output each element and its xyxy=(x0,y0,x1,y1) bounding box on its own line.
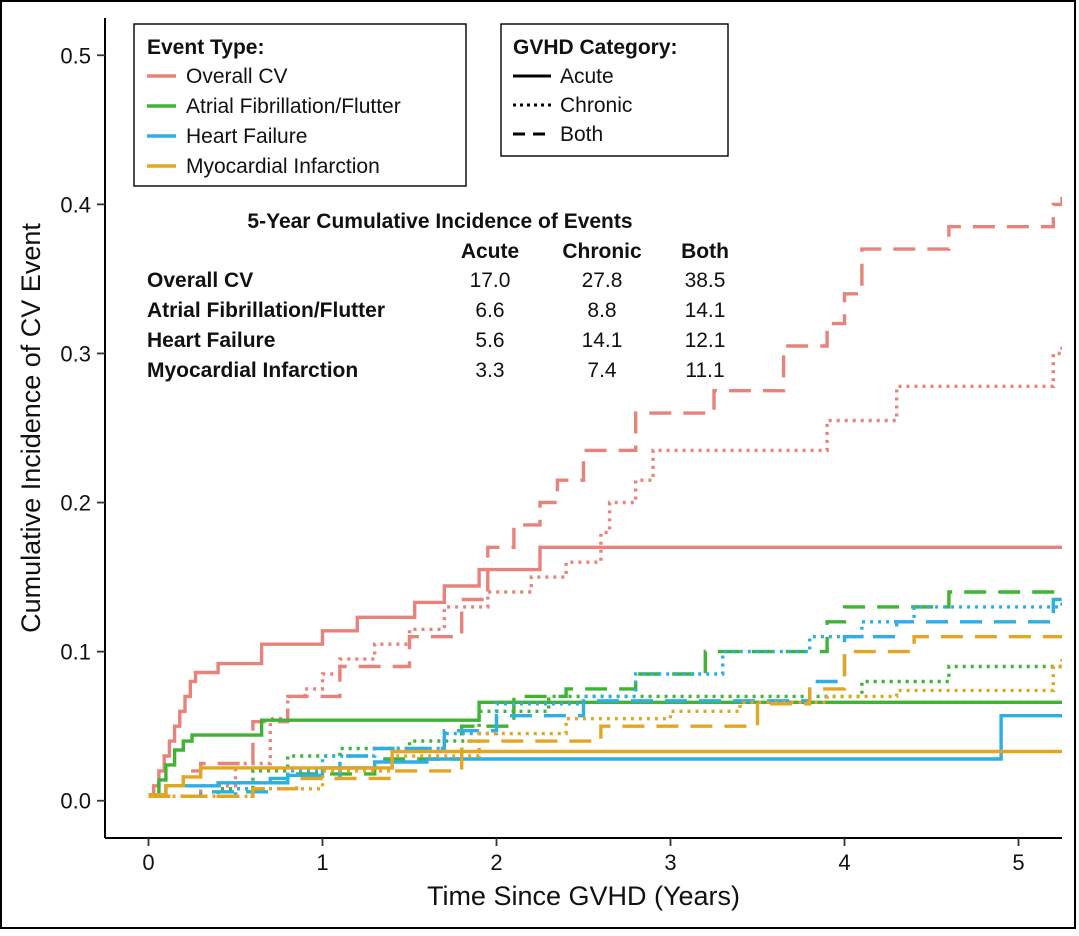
y-tick-label: 0.4 xyxy=(60,192,91,217)
summary-table-cell: 5.6 xyxy=(475,329,504,352)
series-atrial-fibrillation-flutter-chronic xyxy=(148,664,1062,798)
y-tick-label: 0.0 xyxy=(60,789,91,814)
summary-table-cell: 6.6 xyxy=(475,299,504,322)
series-atrial-fibrillation-flutter-acute xyxy=(148,700,1062,797)
x-axis-title: Time Since GVHD (Years) xyxy=(427,881,740,911)
summary-table-cell: 11.1 xyxy=(685,359,724,382)
summary-table-column-header: Acute xyxy=(461,240,519,263)
summary-table-row-label: Atrial Fibrillation/Flutter xyxy=(147,299,385,322)
summary-table-cell: 3.3 xyxy=(475,359,504,382)
series-heart-failure-both xyxy=(148,596,1062,798)
x-tick-label: 5 xyxy=(1012,850,1024,875)
y-tick-label: 0.5 xyxy=(60,43,91,68)
summary-table-cell: 27.8 xyxy=(582,269,623,292)
series-layer xyxy=(148,196,1062,798)
series-overall-cv-acute xyxy=(148,545,1062,797)
summary-table-title: 5-Year Cumulative Incidence of Events xyxy=(247,210,632,233)
y-axis-title: Cumulative Incidence of CV Event xyxy=(16,223,46,633)
legend-gvhd-category: GVHD Category: Acute Chronic Both xyxy=(500,23,729,157)
y-tick-label: 0.1 xyxy=(60,640,91,665)
series-heart-failure-acute xyxy=(148,714,1062,797)
summary-table-row-label: Myocardial Infarction xyxy=(147,359,358,382)
series-overall-cv-chronic xyxy=(148,344,1062,798)
y-tick-label: 0.2 xyxy=(60,491,91,516)
y-tick-label: 0.3 xyxy=(60,341,91,366)
summary-table-row-label: Heart Failure xyxy=(147,329,275,352)
legend-gvhd-label: Chronic xyxy=(560,94,632,117)
legend-event-label: Atrial Fibrillation/Flutter xyxy=(186,95,401,118)
x-tick-label: 0 xyxy=(142,850,154,875)
summary-table-column-header: Both xyxy=(681,240,729,263)
summary-table-cell: 17.0 xyxy=(470,269,511,292)
x-tick-label: 1 xyxy=(316,850,328,875)
summary-table-cell: 38.5 xyxy=(685,269,726,292)
summary-table-cell: 14.1 xyxy=(685,299,726,322)
summary-table-cell: 12.1 xyxy=(685,329,726,352)
legend-gvhd-label: Acute xyxy=(560,65,614,88)
legend-gvhd-label: Both xyxy=(560,123,603,146)
summary-table-cell: 8.8 xyxy=(587,299,616,322)
x-tick-label: 2 xyxy=(490,850,502,875)
legend-event-title: Event Type: xyxy=(147,36,264,59)
legend-event-type: Event Type: Overall CV Atrial Fibrillatio… xyxy=(133,23,467,187)
legend-gvhd-title: GVHD Category: xyxy=(513,36,678,59)
summary-table-row-label: Overall CV xyxy=(147,269,253,292)
legend-event-label: Myocardial Infarction xyxy=(186,155,380,178)
series-myocardial-infarction-acute xyxy=(148,749,1062,797)
legend-event-label: Heart Failure xyxy=(186,125,307,148)
legend-event-label: Overall CV xyxy=(186,65,288,88)
summary-table-cell: 14.1 xyxy=(582,329,623,352)
series-atrial-fibrillation-flutter-both xyxy=(148,590,1062,798)
x-tick-label: 3 xyxy=(664,850,676,875)
series-overall-cv-both xyxy=(148,196,1062,798)
summary-table: 5-Year Cumulative Incidence of Events Ac… xyxy=(147,210,729,382)
summary-table-cell: 7.4 xyxy=(587,359,617,382)
legend-event-box xyxy=(133,23,467,187)
x-tick-label: 4 xyxy=(838,850,850,875)
series-heart-failure-chronic xyxy=(148,599,1062,798)
axis-layer: Time Since GVHD (Years) Cumulative Incid… xyxy=(16,18,1062,911)
summary-table-column-header: Chronic xyxy=(562,240,642,263)
